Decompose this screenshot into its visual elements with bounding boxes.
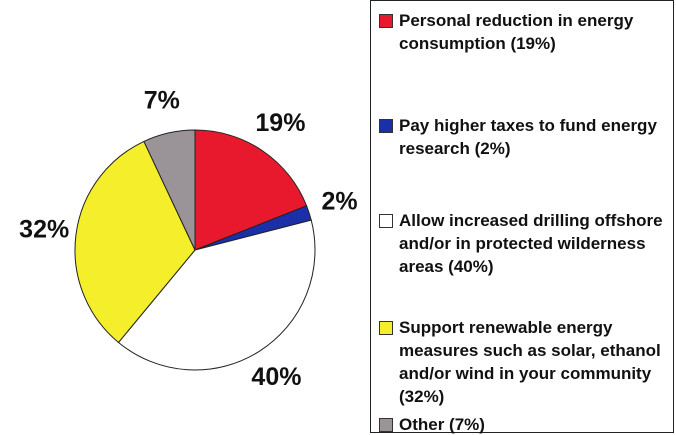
data-label: 7% [144,86,180,114]
legend-label: Allow increased drilling offshore and/or… [399,211,663,276]
data-label: 19% [255,109,305,137]
pie-slice [194,129,308,251]
legend-item: Pay higher taxes to fund energy research… [379,114,669,160]
pie-area: 19% 2% 40% 32% 7% [19,86,357,391]
legend-swatch [379,14,393,28]
legend-label: Personal reduction in energy consumption… [399,11,634,53]
legend-item: Personal reduction in energy consumption… [379,9,669,55]
legend-swatch [379,321,393,335]
pie-slice [117,219,316,371]
data-label: 2% [321,188,357,216]
legend-label: Support renewable energy measures such a… [399,318,661,406]
data-label: 32% [19,216,69,244]
data-label: 40% [251,363,301,391]
legend-item: Other (7%) [379,413,669,435]
legend: Personal reduction in energy consumption… [370,0,674,435]
pie-slice [143,129,196,251]
pie-slice [74,140,196,344]
legend-swatch [379,214,393,228]
legend-label: Other (7%) [399,415,485,434]
legend-item: Allow increased drilling offshore and/or… [379,209,669,278]
legend-swatch [379,418,393,432]
legend-label: Pay higher taxes to fund energy research… [399,116,657,158]
legend-item: Support renewable energy measures such a… [379,316,669,408]
legend-swatch [379,119,393,133]
